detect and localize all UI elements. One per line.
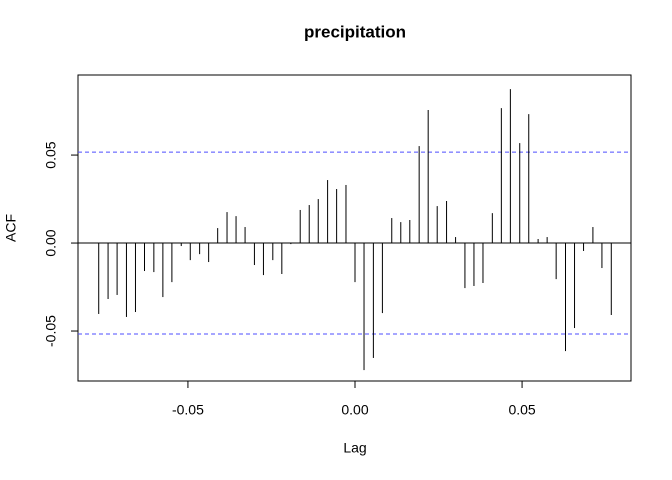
y-tick-label: -0.05 xyxy=(43,315,59,347)
x-tick-label: -0.05 xyxy=(172,402,204,418)
y-tick-label: 0.05 xyxy=(43,141,59,168)
y-axis-label: ACF xyxy=(3,214,19,242)
x-axis-label: Lag xyxy=(343,440,366,456)
plot-frame xyxy=(77,74,632,382)
y-tick-label: 0.00 xyxy=(43,229,59,256)
chart-title: precipitation xyxy=(304,22,406,41)
x-tick-label: 0.05 xyxy=(508,402,535,418)
x-tick-label: 0.00 xyxy=(341,402,368,418)
